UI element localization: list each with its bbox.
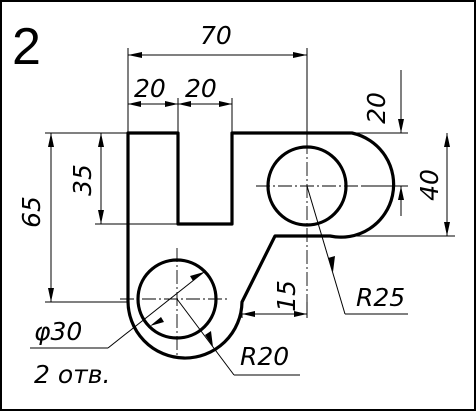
arrowhead: [294, 311, 307, 317]
dim-left-width: 20: [134, 74, 166, 103]
arrowhead: [98, 210, 104, 224]
leader-radius-bottom: [176, 298, 235, 376]
arrowhead: [293, 52, 307, 58]
dim-total-height: 65: [17, 196, 46, 228]
arrowhead: [165, 101, 178, 107]
leader-radius-top: [306, 185, 346, 315]
dim-slot-depth: 35: [68, 164, 97, 196]
arrowhead: [328, 256, 335, 272]
arrowhead: [444, 222, 450, 236]
arrowhead: [128, 52, 142, 58]
dim-radius-top: R25: [356, 283, 405, 312]
dim-slot-width: 20: [185, 74, 217, 103]
dim-hole-count: 2 отв.: [34, 360, 110, 389]
arrowhead: [242, 311, 255, 317]
arrowhead: [178, 101, 191, 107]
arrowhead: [219, 101, 232, 107]
dim-hole-diameter: φ30: [34, 317, 82, 346]
arrowhead: [398, 119, 404, 133]
arrowhead: [98, 133, 104, 147]
arrowhead: [150, 317, 164, 326]
arrowhead: [48, 288, 54, 302]
arrowhead: [128, 101, 141, 107]
dim-ear-height: 40: [415, 169, 444, 201]
arrowhead: [398, 186, 404, 200]
dim-step: 15: [272, 280, 301, 312]
arrowhead: [205, 331, 213, 347]
leader-hole-diameter: [107, 271, 205, 349]
sheet-number: 2: [12, 18, 41, 76]
arrowhead: [190, 272, 204, 281]
arrowhead: [48, 133, 54, 147]
dim-top-offset: 20: [362, 92, 391, 124]
dim-overall-width: 70: [200, 21, 232, 50]
part-outline: [126, 131, 396, 360]
arrowhead: [444, 133, 450, 147]
dim-radius-bottom: R20: [240, 342, 289, 371]
